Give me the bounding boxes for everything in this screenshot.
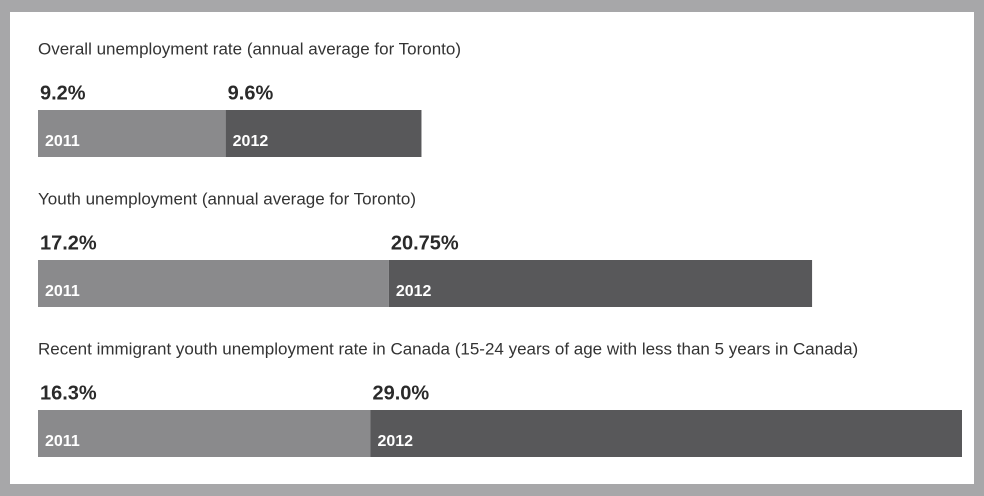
value-label: 16.3% [40, 382, 97, 404]
value-label: 29.0% [372, 382, 429, 404]
bar-segment [225, 110, 422, 157]
series-label: 2011 [45, 433, 80, 450]
panel [10, 12, 974, 484]
series-label: 2012 [396, 283, 432, 300]
series-label: 2012 [377, 433, 413, 450]
bar-segment [388, 260, 813, 307]
value-label: 20.75% [391, 232, 459, 254]
group-title: Youth unemployment (annual average for T… [38, 189, 416, 208]
value-label: 9.2% [40, 82, 86, 104]
value-label: 17.2% [40, 232, 97, 254]
bar-segment [370, 410, 962, 457]
series-label: 2011 [45, 133, 80, 150]
group-title: Recent immigrant youth unemployment rate… [38, 339, 858, 358]
series-label: 2011 [45, 283, 80, 300]
value-label: 9.6% [228, 82, 274, 104]
bar-segment [38, 410, 371, 457]
series-label: 2012 [233, 133, 269, 150]
group-title: Overall unemployment rate (annual averag… [38, 39, 461, 58]
bar-segment [38, 260, 389, 307]
bar-segment [38, 110, 226, 157]
